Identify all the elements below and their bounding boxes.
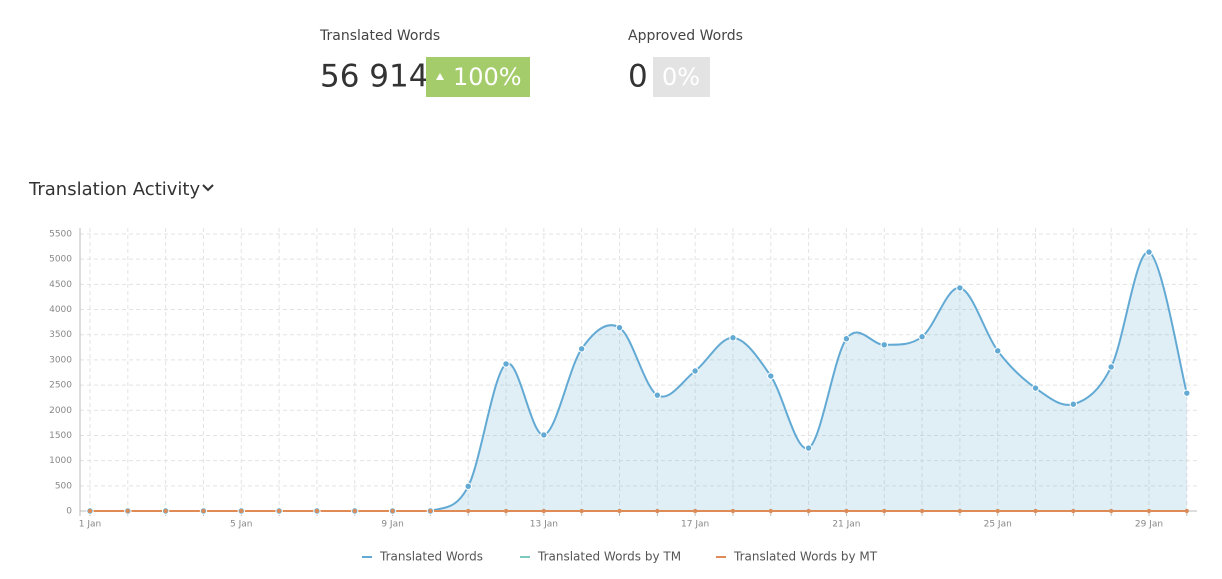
point <box>842 335 851 343</box>
point <box>88 509 92 513</box>
point <box>693 509 698 513</box>
point <box>767 372 775 380</box>
y-tick-label: 4500 <box>49 280 72 290</box>
x-tick-label: 9 Jan <box>381 520 403 530</box>
point <box>1031 384 1040 392</box>
x-tick-label: 13 Jan <box>530 520 558 530</box>
point <box>617 509 622 513</box>
x-tick-label: 1 Jan <box>79 520 101 530</box>
y-tick-label: 5000 <box>49 255 72 265</box>
point <box>466 509 471 513</box>
point <box>653 391 662 399</box>
y-tick-label: 0 <box>66 507 72 517</box>
y-tick-label: 5500 <box>49 230 72 240</box>
series-group <box>90 251 1188 512</box>
point <box>540 431 548 439</box>
point <box>502 360 510 368</box>
x-tick-label: 5 Jan <box>230 520 252 530</box>
y-tick-label: 3000 <box>49 355 72 365</box>
point <box>1147 509 1151 513</box>
point <box>615 323 624 332</box>
point <box>655 509 660 513</box>
point <box>428 509 433 513</box>
point <box>920 509 925 513</box>
point <box>995 509 1000 513</box>
point <box>994 347 1002 355</box>
y-tick-label: 500 <box>55 481 72 491</box>
change-value: 0% <box>662 63 700 91</box>
x-tick-label: 17 Jan <box>681 520 709 530</box>
stat-label: Approved Words <box>628 28 743 44</box>
change-badge <box>426 57 530 97</box>
stat-value: 0 <box>628 59 648 95</box>
point <box>768 509 773 513</box>
point <box>882 509 887 513</box>
legend-label: Translated Words <box>379 550 483 564</box>
point <box>844 509 849 513</box>
point <box>1109 509 1114 513</box>
point <box>1033 509 1038 513</box>
up-arrow <box>436 73 444 80</box>
x-tick-label: 21 Jan <box>832 520 860 530</box>
legend-label: Translated Words by MT <box>733 550 878 564</box>
point <box>314 509 319 513</box>
y-tick-label: 1000 <box>49 456 72 466</box>
point <box>1071 509 1076 513</box>
point <box>504 509 509 513</box>
point <box>918 333 926 341</box>
stat-label: Translated Words <box>319 28 440 44</box>
y-tick-label: 3500 <box>49 330 72 340</box>
point <box>579 509 584 513</box>
point <box>1069 400 1078 408</box>
point <box>804 444 813 452</box>
change-value: 100% <box>453 63 522 91</box>
point <box>1184 509 1189 513</box>
area <box>90 252 1187 512</box>
point <box>729 334 737 342</box>
point <box>239 509 244 513</box>
point <box>957 509 962 513</box>
point <box>464 482 472 491</box>
point <box>880 341 888 349</box>
x-tick-label: 29 Jan <box>1135 520 1163 530</box>
chart-title[interactable]: Translation Activity <box>28 179 200 200</box>
y-tick-label: 2000 <box>49 406 72 416</box>
point <box>352 509 357 513</box>
point <box>277 509 282 513</box>
point <box>201 509 206 513</box>
point <box>163 509 168 513</box>
point <box>806 509 811 513</box>
point <box>730 509 735 513</box>
y-tick-label: 4000 <box>49 305 72 315</box>
dropdown-chevron[interactable] <box>202 184 214 192</box>
x-tick-label: 25 Jan <box>984 520 1012 530</box>
y-tick-label: 1500 <box>49 431 72 441</box>
y-tick-label: 2500 <box>49 381 72 391</box>
point <box>956 284 964 292</box>
point <box>577 345 586 353</box>
point <box>541 509 546 513</box>
stat-value: 56 914 <box>320 59 428 95</box>
point <box>1183 389 1191 397</box>
change-badge <box>653 57 710 97</box>
point <box>691 367 699 375</box>
point <box>1145 248 1153 256</box>
point <box>1107 363 1115 371</box>
legend-label: Translated Words by TM <box>537 550 681 564</box>
point <box>390 509 395 513</box>
point <box>125 509 130 513</box>
